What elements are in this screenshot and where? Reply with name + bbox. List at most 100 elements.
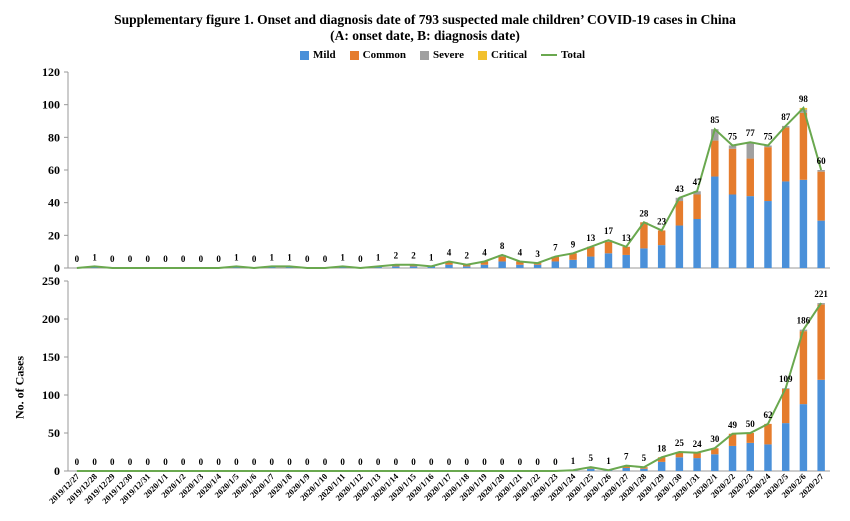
bar-b-common [711, 448, 719, 455]
data-label-b: 25 [675, 438, 685, 448]
bar-a-mild [551, 261, 560, 268]
data-label-b: 0 [110, 457, 115, 467]
data-label-a: 0 [75, 254, 80, 264]
data-label-a: 87 [781, 112, 791, 122]
data-label-b: 30 [710, 434, 720, 444]
data-label-a: 1 [270, 252, 275, 262]
data-label-a: 28 [639, 208, 649, 218]
bar-a-common [711, 140, 719, 177]
data-label-a: 4 [518, 247, 523, 257]
data-label-b: 0 [287, 457, 292, 467]
data-label-a: 0 [128, 254, 133, 264]
y-tick-label-b: 250 [42, 274, 60, 288]
legend-swatch-severe [420, 50, 430, 60]
bar-a-common [569, 253, 577, 260]
legend-item-total: Total [541, 49, 585, 61]
chart-title: Supplementary figure 1. Onset and diagno… [114, 12, 736, 27]
data-label-a: 85 [710, 115, 720, 125]
bar-b-common [622, 465, 630, 468]
bar-a-common [764, 147, 772, 202]
legend-item-critical: Critical [477, 49, 527, 61]
y-tick-label-b: 200 [42, 312, 60, 326]
data-label-a: 4 [447, 247, 452, 257]
bar-a-mild [409, 266, 418, 268]
data-label-b: 0 [181, 457, 186, 467]
data-label-a: 0 [323, 254, 328, 264]
data-label-b: 0 [75, 457, 80, 467]
data-label-b: 0 [464, 457, 469, 467]
data-label-a: 2 [464, 251, 469, 261]
bar-a-mild [799, 179, 808, 268]
total-line-a [76, 106, 823, 270]
bar-b-mild [640, 468, 648, 471]
legend: Mild Common Severe Critical Total [300, 47, 640, 63]
bar-b-mild [587, 468, 595, 471]
data-label-a: 1 [340, 252, 345, 262]
data-label-b: 221 [814, 289, 828, 299]
bar-a-common [551, 256, 560, 262]
bar-b-common [693, 452, 701, 459]
data-label-a: 9 [571, 239, 576, 249]
legend-swatch-mild [300, 50, 309, 60]
data-label-a: 0 [358, 254, 363, 264]
bar-a-common [498, 256, 506, 262]
data-label-a: 0 [163, 254, 168, 264]
data-label-a: 0 [145, 254, 150, 264]
data-label-b: 0 [340, 457, 345, 467]
bar-a-severe [746, 142, 754, 159]
y-tick-label-a: 100 [42, 98, 60, 112]
bar-a-severe [728, 145, 737, 149]
data-label-a: 7 [553, 243, 558, 253]
data-label-a: 1 [376, 252, 381, 262]
bar-a-mild [392, 266, 400, 268]
y-tick-label-b: 0 [54, 464, 60, 478]
data-label-b: 0 [145, 457, 150, 467]
data-label-b: 0 [216, 457, 221, 467]
bar-b-mild [622, 467, 630, 471]
legend-item-mild: Mild [300, 49, 336, 61]
data-label-a: 0 [199, 254, 204, 264]
bar-b-common [799, 331, 808, 405]
data-label-b: 0 [394, 457, 399, 467]
bar-b-common [746, 433, 754, 443]
bar-b-common [657, 457, 666, 462]
legend-label-mild: Mild [313, 49, 336, 61]
bar-a-mild [817, 220, 825, 268]
y-tick-label-a: 60 [48, 163, 60, 177]
bar-a-common [657, 230, 666, 246]
data-label-a: 75 [763, 132, 773, 142]
bar-a-common [693, 194, 701, 219]
y-tick-label-a: 0 [54, 261, 60, 275]
bar-b-mild [711, 454, 719, 471]
total-line-b [76, 302, 822, 472]
data-label-b: 0 [500, 457, 505, 467]
bar-a-mild [781, 181, 790, 268]
data-label-a: 1 [234, 252, 239, 262]
bar-a-common [781, 127, 790, 182]
bar-b-common [817, 304, 825, 380]
bar-a-common [799, 112, 808, 180]
data-label-a: 43 [675, 184, 685, 194]
data-label-b: 0 [128, 457, 133, 467]
bar-b-mild [781, 423, 790, 471]
bar-a-severe [817, 170, 825, 172]
data-label-b: 0 [358, 457, 363, 467]
data-label-b: 0 [234, 457, 239, 467]
legend-swatch-common [349, 50, 359, 60]
bar-a-common [817, 171, 825, 221]
data-label-b: 0 [323, 457, 328, 467]
data-label-b: 62 [763, 410, 773, 420]
bar-a-common [587, 246, 595, 257]
bar-b-mild [693, 458, 701, 471]
y-tick-label-a: 40 [48, 196, 60, 210]
data-label-a: 4 [482, 247, 487, 257]
bar-a-common [640, 222, 648, 249]
data-label-a: 8 [500, 241, 505, 251]
data-label-a: 47 [693, 177, 703, 187]
data-label-b: 5 [642, 453, 647, 463]
data-label-a: 23 [657, 216, 667, 226]
data-label-a: 0 [181, 254, 186, 264]
data-label-a: 0 [216, 254, 221, 264]
data-label-b: 0 [92, 457, 97, 467]
